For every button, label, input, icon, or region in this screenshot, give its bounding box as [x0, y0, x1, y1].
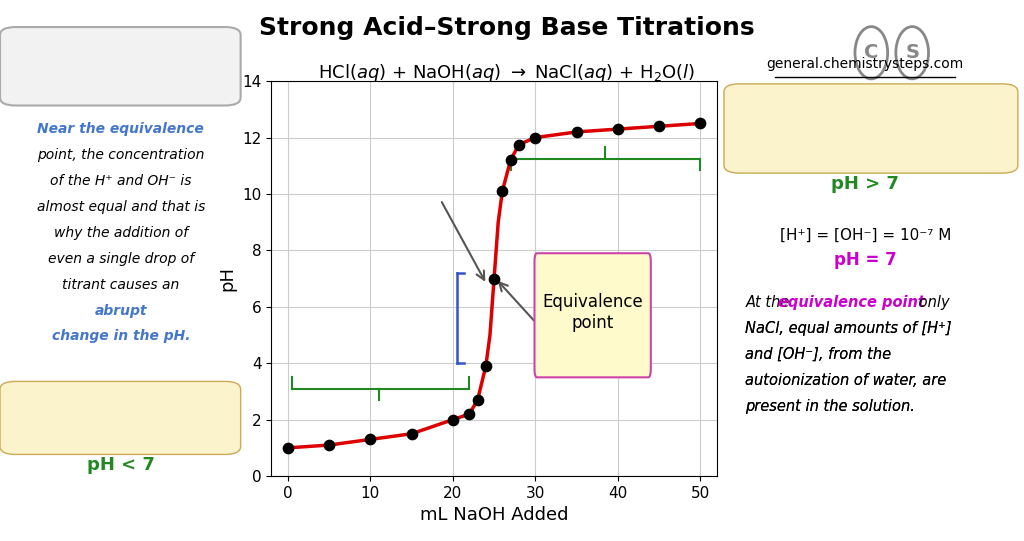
- Point: [469, 395, 485, 404]
- Text: C: C: [864, 43, 879, 62]
- Text: Near the equivalence: Near the equivalence: [38, 122, 204, 136]
- Text: general.chemistrysteps.com: general.chemistrysteps.com: [767, 57, 964, 71]
- Point: [495, 187, 511, 195]
- Text: present in the solution.: present in the solution.: [745, 399, 915, 414]
- Text: pH > 7: pH > 7: [831, 175, 899, 193]
- Text: Adding Base: Adding Base: [52, 56, 189, 76]
- Text: pH < 7: pH < 7: [87, 456, 155, 474]
- Text: Strong Acid–Strong Base Titrations: Strong Acid–Strong Base Titrations: [259, 16, 755, 40]
- Point: [692, 119, 709, 128]
- Text: After equivalence: After equivalence: [750, 109, 902, 124]
- FancyBboxPatch shape: [535, 253, 651, 378]
- Text: [H⁺] = [OH⁻] = 10⁻⁷ M: [H⁺] = [OH⁻] = 10⁻⁷ M: [779, 228, 951, 243]
- Point: [461, 410, 477, 418]
- Text: Equivalence
point: Equivalence point: [543, 293, 643, 332]
- Point: [477, 362, 494, 371]
- Text: even a single drop of: even a single drop of: [48, 252, 194, 266]
- Text: titrant causes an: titrant causes an: [62, 278, 179, 292]
- Point: [511, 140, 527, 149]
- Text: (OH⁻ in excess): (OH⁻ in excess): [806, 127, 925, 142]
- Y-axis label: pH: pH: [219, 266, 237, 291]
- Point: [403, 430, 420, 438]
- Text: and [OH⁻], from the: and [OH⁻], from the: [745, 347, 892, 362]
- Text: of the H⁺ and OH⁻ is: of the H⁺ and OH⁻ is: [50, 174, 191, 188]
- Text: point (H⁺ in excess): point (H⁺ in excess): [45, 418, 197, 433]
- Text: autoionization of water, are: autoionization of water, are: [745, 373, 947, 388]
- Point: [568, 128, 585, 136]
- Point: [609, 125, 626, 134]
- Text: why the addition of: why the addition of: [54, 226, 187, 240]
- Point: [321, 441, 337, 450]
- Text: point, the concentration: point, the concentration: [37, 148, 205, 162]
- Text: S: S: [905, 43, 920, 62]
- Text: point: point: [750, 109, 882, 124]
- Point: [362, 435, 379, 444]
- Text: pH = 7: pH = 7: [834, 250, 897, 269]
- X-axis label: mL NaOH Added: mL NaOH Added: [420, 506, 568, 524]
- Point: [485, 274, 502, 283]
- Point: [503, 156, 519, 164]
- Text: only: only: [914, 295, 950, 310]
- Text: almost equal and that is: almost equal and that is: [37, 200, 205, 214]
- Point: [651, 122, 668, 130]
- Text: equivalence point: equivalence point: [778, 295, 925, 310]
- Text: present in the solution.: present in the solution.: [745, 399, 915, 414]
- Text: change in the pH.: change in the pH.: [51, 329, 190, 344]
- Text: HCl$(aq)$ + NaOH$(aq)$ $\rightarrow$ NaCl$(aq)$ + H$_2$O$(l)$: HCl$(aq)$ + NaOH$(aq)$ $\rightarrow$ NaC…: [318, 62, 695, 84]
- Text: autoionization of water, are: autoionization of water, are: [745, 373, 947, 388]
- Text: abrupt: abrupt: [94, 304, 147, 318]
- Text: and [OH⁻], from the: and [OH⁻], from the: [745, 347, 892, 362]
- Text: NaCl, equal amounts of [H⁺]: NaCl, equal amounts of [H⁺]: [745, 321, 952, 336]
- Text: Before equivalence: Before equivalence: [38, 399, 204, 414]
- Point: [444, 415, 461, 424]
- Point: [527, 133, 544, 142]
- Text: NaCl, equal amounts of [H⁺]: NaCl, equal amounts of [H⁺]: [745, 321, 952, 336]
- Text: At the: At the: [745, 295, 795, 310]
- Point: [280, 444, 296, 452]
